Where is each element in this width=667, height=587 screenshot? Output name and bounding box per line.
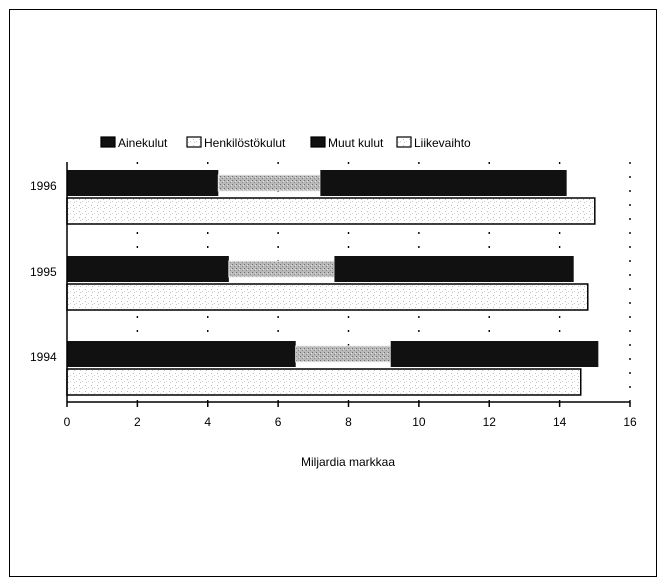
category-label-1994: 1994 [30,350,57,364]
bar-ainekulut-1994 [67,341,296,367]
legend-label-liikevaihto: Liikevaihto [414,136,471,150]
bar-muut kulut-1995 [334,256,574,282]
legend-swatch-henkilöstökulut [186,136,202,148]
x-tick-label: 2 [134,415,141,429]
legend-swatch-ainekulut [100,136,116,148]
legend-label-muut kulut: Muut kulut [328,136,384,150]
x-tick-label: 0 [64,415,71,429]
legend-label-henkilöstökulut: Henkilöstökulut [204,136,286,150]
bar-ainekulut-1996 [67,170,219,196]
bars [66,170,599,396]
x-tick-label: 14 [553,415,567,429]
bar-muut kulut-1996 [320,170,567,196]
bar-henkilöstökulut-1995 [228,260,335,278]
x-tick-label: 4 [204,415,211,429]
x-axis-label: Miljardia markkaa [301,455,395,469]
x-tick-label: 10 [412,415,426,429]
legend: Ainekulut Henkilöstökulut Muut kulut Liikev… [100,136,471,150]
category-label-1995: 1995 [30,265,57,279]
bar-liikevaihto-1995 [66,283,589,311]
bar-muut kulut-1994 [390,341,599,367]
legend-swatch-muut kulut [310,136,326,148]
legend-label-ainekulut: Ainekulut [118,136,168,150]
bar-liikevaihto-1996 [66,197,596,225]
x-tick-label: 8 [345,415,352,429]
bar-henkilöstökulut-1994 [295,345,392,363]
category-label-1996: 1996 [30,179,57,193]
bar-liikevaihto-1994 [66,368,582,396]
legend-swatch-liikevaihto [396,136,412,148]
x-tick-label: 16 [623,415,637,429]
x-tick-label: 12 [483,415,497,429]
x-tick-label: 6 [275,415,282,429]
bar-henkilöstökulut-1996 [217,174,321,192]
bar-ainekulut-1995 [67,256,229,282]
axes: 1996 1995 1994 0 2 4 6 8 10 12 14 16 [30,162,637,429]
